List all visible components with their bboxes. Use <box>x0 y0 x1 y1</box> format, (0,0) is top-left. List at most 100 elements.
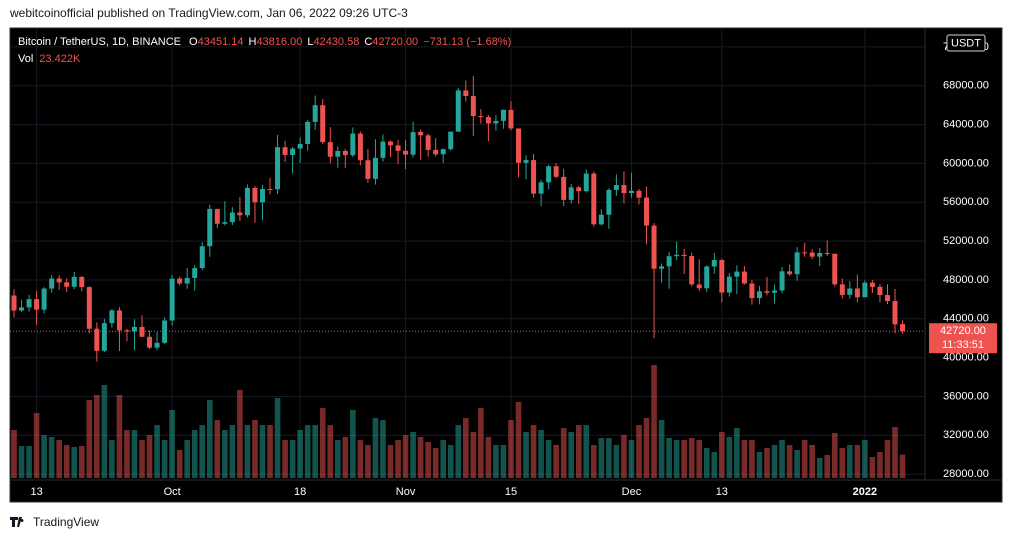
volume-bar <box>131 430 138 478</box>
volume-bar <box>455 425 462 478</box>
candle-body <box>49 278 55 289</box>
candle-body <box>139 326 145 337</box>
volume-bar <box>688 438 695 478</box>
candle-body <box>666 256 672 267</box>
candle-body <box>839 284 845 295</box>
volume-bar <box>327 425 334 478</box>
candle-body <box>94 328 100 351</box>
candle-body <box>34 299 40 310</box>
axes: 28000.00 32000.00 36000.00 40000.00 44000.00… <box>30 41 997 498</box>
candle-body <box>86 287 92 329</box>
volume-bar <box>380 420 386 478</box>
candle-body <box>252 187 258 203</box>
candle-body <box>124 330 130 332</box>
candle-body <box>56 278 62 283</box>
x-tick-label: 13 <box>30 486 42 498</box>
y-tick-label: 56000.00 <box>943 196 989 208</box>
candle-body <box>689 255 695 285</box>
volume-bar <box>139 440 145 478</box>
volume-bar <box>651 365 657 478</box>
currency-button[interactable]: USDT <box>946 34 986 52</box>
candle-body <box>192 268 198 278</box>
volume-bar <box>154 425 160 478</box>
volume-bar <box>402 435 409 478</box>
volume-bar <box>756 452 763 478</box>
candle-layer <box>10 76 925 362</box>
volume-bar <box>485 437 492 478</box>
candle-body <box>184 278 190 284</box>
volume-bar <box>229 425 236 478</box>
candle-body <box>749 283 755 299</box>
volume-bar <box>478 408 484 478</box>
candle-body <box>726 276 732 293</box>
volume-bar <box>809 445 815 478</box>
volume-bar <box>387 445 394 478</box>
candle-body <box>26 299 32 308</box>
currency-label[interactable]: USDT <box>951 37 981 49</box>
x-tick-label: 15 <box>505 486 517 498</box>
volume-bar <box>681 440 687 478</box>
volume-bar <box>18 446 25 478</box>
volume-bar <box>267 425 273 478</box>
candle-body <box>674 254 680 257</box>
footer-logo <box>10 517 24 527</box>
currency-box[interactable] <box>946 34 986 52</box>
volume-bar <box>794 450 800 478</box>
candle-body <box>794 252 800 275</box>
y-tick-label: 44000.00 <box>943 313 989 325</box>
volume-bar <box>869 457 876 478</box>
candle-body <box>636 190 642 198</box>
volume-bar <box>86 400 93 478</box>
volume-bar <box>560 428 567 478</box>
candle-body <box>244 187 250 216</box>
volume-bar <box>786 445 793 478</box>
candle-body <box>154 342 160 348</box>
volume-key: Vol <box>18 53 33 65</box>
candle-body <box>591 173 597 225</box>
volume-bar <box>734 428 740 478</box>
candle-body <box>380 141 386 158</box>
candle-body <box>741 271 747 284</box>
candle-body <box>79 276 85 288</box>
candle-body <box>131 326 137 332</box>
volume-bar <box>801 440 808 478</box>
volume-bar <box>726 437 733 478</box>
candle-body <box>644 197 650 226</box>
candle-body <box>568 187 574 200</box>
candle-body <box>297 143 303 149</box>
volume-bar <box>395 440 401 478</box>
volume-bar <box>515 402 522 478</box>
candle-body <box>538 182 544 194</box>
last-price-badge <box>929 323 997 354</box>
volume-bar <box>741 440 748 478</box>
volume-bar <box>831 433 838 478</box>
candle-body <box>832 253 838 285</box>
logo-mark <box>10 517 24 527</box>
volume-bar <box>48 437 55 478</box>
volume-bar <box>101 385 108 478</box>
candle-body <box>177 278 183 284</box>
volume-bar <box>643 418 650 478</box>
volume-bar <box>666 438 672 478</box>
candle-body <box>199 246 205 269</box>
candle-body <box>222 222 228 224</box>
candle-body <box>237 212 243 216</box>
candle-body <box>817 253 823 257</box>
publish-note: webitcoinofficial published on TradingVi… <box>9 6 408 20</box>
volume-bar <box>673 440 680 478</box>
candle-body <box>772 290 778 293</box>
volume-bar <box>606 438 612 478</box>
volume-bar <box>206 400 213 478</box>
candle-body <box>169 278 175 321</box>
candle-body <box>877 286 883 296</box>
candle-body <box>621 185 627 194</box>
candle-body <box>312 105 318 122</box>
volume-bar <box>538 430 544 478</box>
ohlc-value: 43816.00 <box>256 36 302 48</box>
candle-body <box>598 214 604 225</box>
volume-bar <box>771 445 778 478</box>
candle-body <box>508 109 514 129</box>
volume-bar <box>816 458 823 478</box>
volume-bar <box>199 425 206 478</box>
